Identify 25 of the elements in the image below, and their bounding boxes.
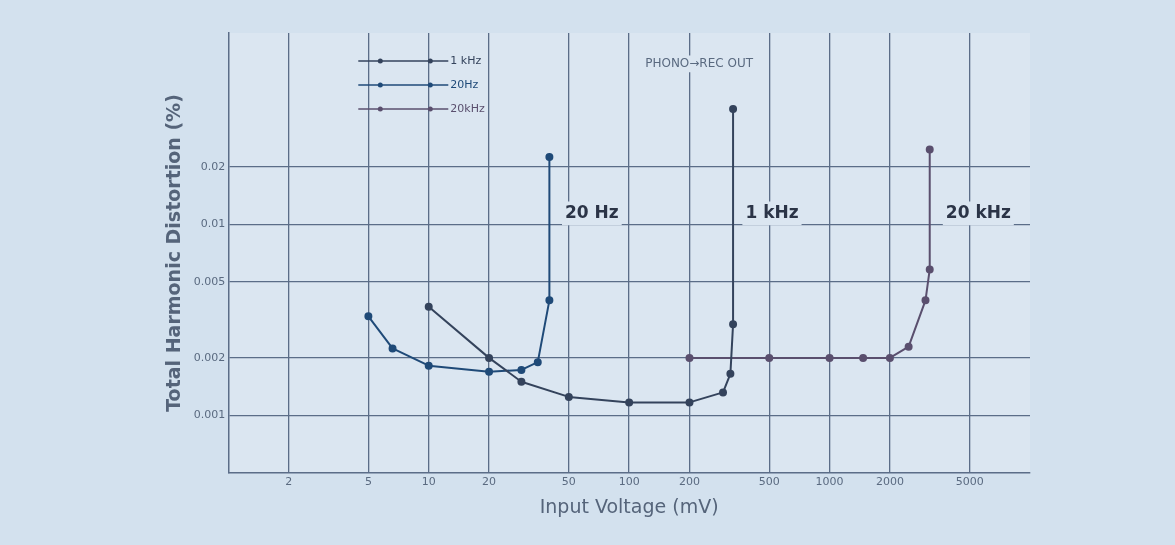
y-tick-label: 0.02 xyxy=(200,159,226,173)
x-tick-label: 50 xyxy=(561,475,576,489)
x-tick-label: 10 xyxy=(421,475,436,489)
x-tick-label: 5 xyxy=(364,475,372,489)
annotation: 20 kHz xyxy=(945,201,1011,222)
x-tick-label: 20 xyxy=(482,475,497,489)
x-tick-label: 2000 xyxy=(875,475,904,489)
y-tick-label: 0.002 xyxy=(193,350,226,364)
text: 20Hz xyxy=(450,77,479,91)
x-tick-label: 500 xyxy=(758,475,780,489)
x-tick-label: 200 xyxy=(678,475,700,489)
text: 1 kHz xyxy=(450,53,482,67)
y-tick-label: 0.005 xyxy=(193,274,226,288)
x-tick-label: 5000 xyxy=(955,475,984,489)
x-tick-label: 1000 xyxy=(815,475,844,489)
y-axis-title: Total Harmonic Distortion (%) xyxy=(162,94,185,412)
x-tick-label: 2 xyxy=(285,475,293,489)
y-tick-label: 0.01 xyxy=(200,217,226,231)
x-axis-title: Input Voltage (mV) xyxy=(539,494,719,517)
annotation: 20 Hz xyxy=(565,201,619,222)
annotation: 1 kHz xyxy=(745,201,799,222)
text: 20kHz xyxy=(450,101,485,115)
annotation: PHONO→REC OUT xyxy=(645,55,754,70)
y-tick-label: 0.001 xyxy=(193,408,226,422)
x-tick-label: 100 xyxy=(618,475,640,489)
